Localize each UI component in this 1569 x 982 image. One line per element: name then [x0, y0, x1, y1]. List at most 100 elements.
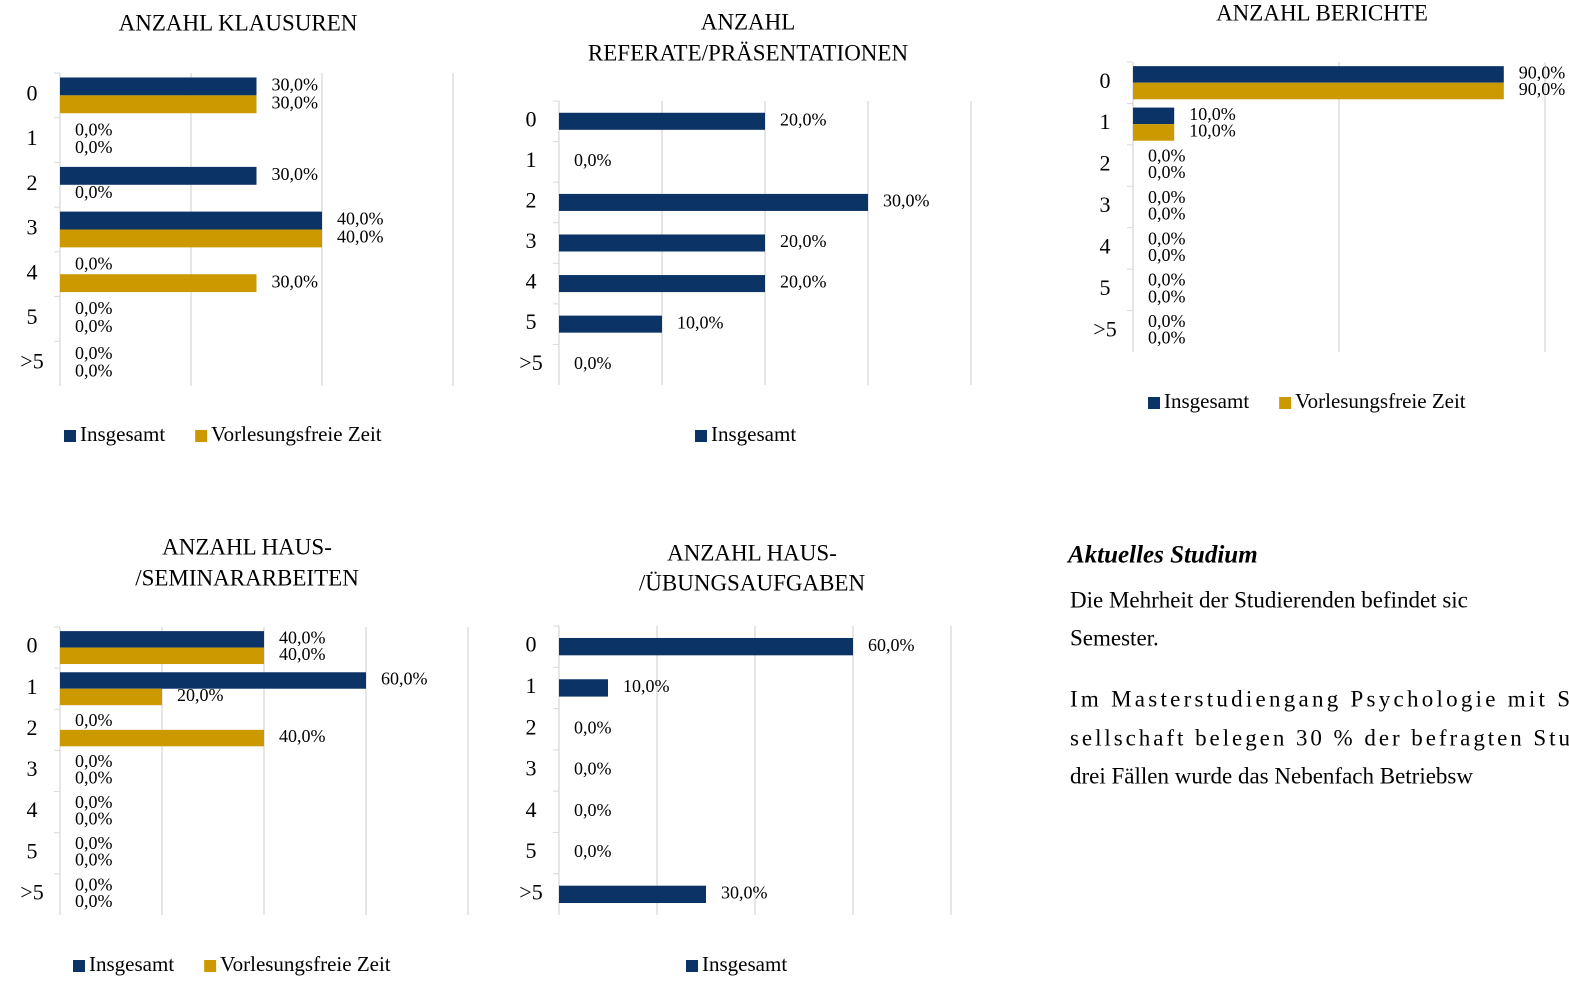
data-label: 0,0% [574, 353, 612, 373]
data-label: 0,0% [75, 874, 113, 894]
chart-title: /ÜBUNGSAUFGABEN [639, 570, 866, 595]
data-label: 0,0% [75, 253, 113, 273]
chart: ANZAHL BERICHTE 0 90,0%90,0% 1 10,0%10,0% 2 0,… [1093, 0, 1565, 413]
legend-swatch [73, 960, 85, 972]
bar [559, 234, 765, 252]
data-label: 90,0% [1519, 63, 1566, 83]
y-tick-label: 2 [27, 715, 38, 740]
legend-label: Vorlesungsfreie Zeit [220, 952, 391, 976]
bar [60, 729, 264, 747]
data-label: 10,0% [1189, 104, 1236, 124]
data-label: 30,0% [883, 191, 930, 211]
data-label: 40,0% [279, 627, 326, 647]
data-label: 0,0% [1148, 187, 1186, 207]
bar [559, 112, 765, 130]
data-label: 0,0% [1148, 286, 1186, 306]
y-tick-label: >5 [20, 879, 43, 904]
legend-swatch [686, 960, 698, 972]
data-label: 0,0% [75, 119, 113, 139]
data-label: 0,0% [75, 891, 113, 911]
data-label: 0,0% [75, 316, 113, 336]
y-tick-label: 4 [1100, 233, 1111, 258]
bar [559, 275, 765, 293]
bar [559, 315, 662, 333]
data-label: 30,0% [272, 92, 319, 112]
chart-title: ANZAHL HAUS- [667, 540, 837, 565]
y-tick-label: 2 [1100, 151, 1111, 176]
data-label: 60,0% [381, 669, 428, 689]
y-tick-label: 4 [27, 259, 38, 284]
legend-swatch [1279, 397, 1292, 409]
paragraph-line: Die Mehrheit der Studierenden befindet s… [1070, 587, 1468, 612]
bar [60, 672, 366, 689]
data-label: 30,0% [272, 75, 319, 95]
data-label: 0,0% [574, 800, 612, 820]
chart-title: ANZAHL BERICHTE [1216, 0, 1428, 25]
y-tick-label: 5 [27, 838, 38, 863]
bar [60, 77, 257, 96]
data-label: 0,0% [75, 182, 113, 202]
data-label: 40,0% [279, 726, 326, 746]
data-label: 0,0% [75, 833, 113, 853]
data-label: 30,0% [721, 882, 768, 902]
data-label: 0,0% [1148, 270, 1186, 290]
bar [60, 95, 257, 114]
legend-label: Vorlesungsfreie Zeit [211, 422, 382, 446]
y-tick-label: >5 [519, 350, 542, 375]
y-tick-label: 1 [526, 673, 537, 698]
data-label: 30,0% [272, 164, 319, 184]
bar [559, 885, 706, 904]
legend-label: Insgesamt [702, 952, 787, 976]
y-tick-label: 1 [1100, 109, 1111, 134]
legend-swatch [695, 430, 707, 442]
y-tick-label: 3 [526, 228, 537, 253]
bar [559, 637, 853, 656]
data-label: 0,0% [75, 710, 113, 730]
data-label: 0,0% [1148, 203, 1186, 223]
y-tick-label: >5 [20, 349, 43, 374]
legend-swatch [204, 960, 217, 972]
y-tick-label: 0 [27, 633, 38, 658]
y-tick-label: >5 [1093, 316, 1116, 341]
chart-title: ANZAHL HAUS- [162, 534, 332, 559]
bar [1133, 124, 1175, 141]
y-tick-label: 1 [27, 125, 38, 150]
legend-label: Vorlesungsfreie Zeit [1295, 389, 1466, 413]
data-label: 0,0% [75, 361, 113, 381]
data-label: 0,0% [75, 767, 113, 787]
data-label: 0,0% [1148, 145, 1186, 165]
data-label: 20,0% [177, 685, 224, 705]
data-label: 0,0% [75, 298, 113, 318]
bar [60, 647, 264, 665]
chart-title: /SEMINARARBEITEN [135, 565, 359, 590]
bar [60, 274, 257, 293]
bar [559, 679, 608, 697]
bar [1133, 66, 1504, 83]
data-label: 20,0% [780, 231, 827, 251]
data-label: 90,0% [1519, 79, 1566, 99]
data-label: 40,0% [337, 227, 384, 247]
data-label: 0,0% [1148, 162, 1186, 182]
y-tick-label: 2 [526, 714, 537, 739]
y-tick-label: 0 [526, 632, 537, 657]
paragraph-line: Im Masterstudiengang Psychologie mit S [1070, 686, 1569, 711]
bar [60, 229, 322, 248]
data-label: 0,0% [574, 759, 612, 779]
data-label: 30,0% [272, 271, 319, 291]
y-tick-label: 5 [1100, 275, 1111, 300]
bar [1133, 82, 1504, 100]
data-label: 0,0% [1148, 328, 1186, 348]
y-tick-label: 4 [526, 797, 537, 822]
data-label: 40,0% [337, 209, 384, 229]
chart-title: ANZAHL [701, 9, 796, 34]
y-tick-label: 0 [1100, 68, 1111, 93]
section-heading: Aktuelles Studium [1066, 542, 1258, 569]
legend-swatch [1148, 397, 1160, 409]
bar [60, 211, 322, 230]
y-tick-label: 5 [526, 838, 537, 863]
legend-label: Insgesamt [1164, 389, 1249, 413]
data-label: 10,0% [1189, 121, 1236, 141]
